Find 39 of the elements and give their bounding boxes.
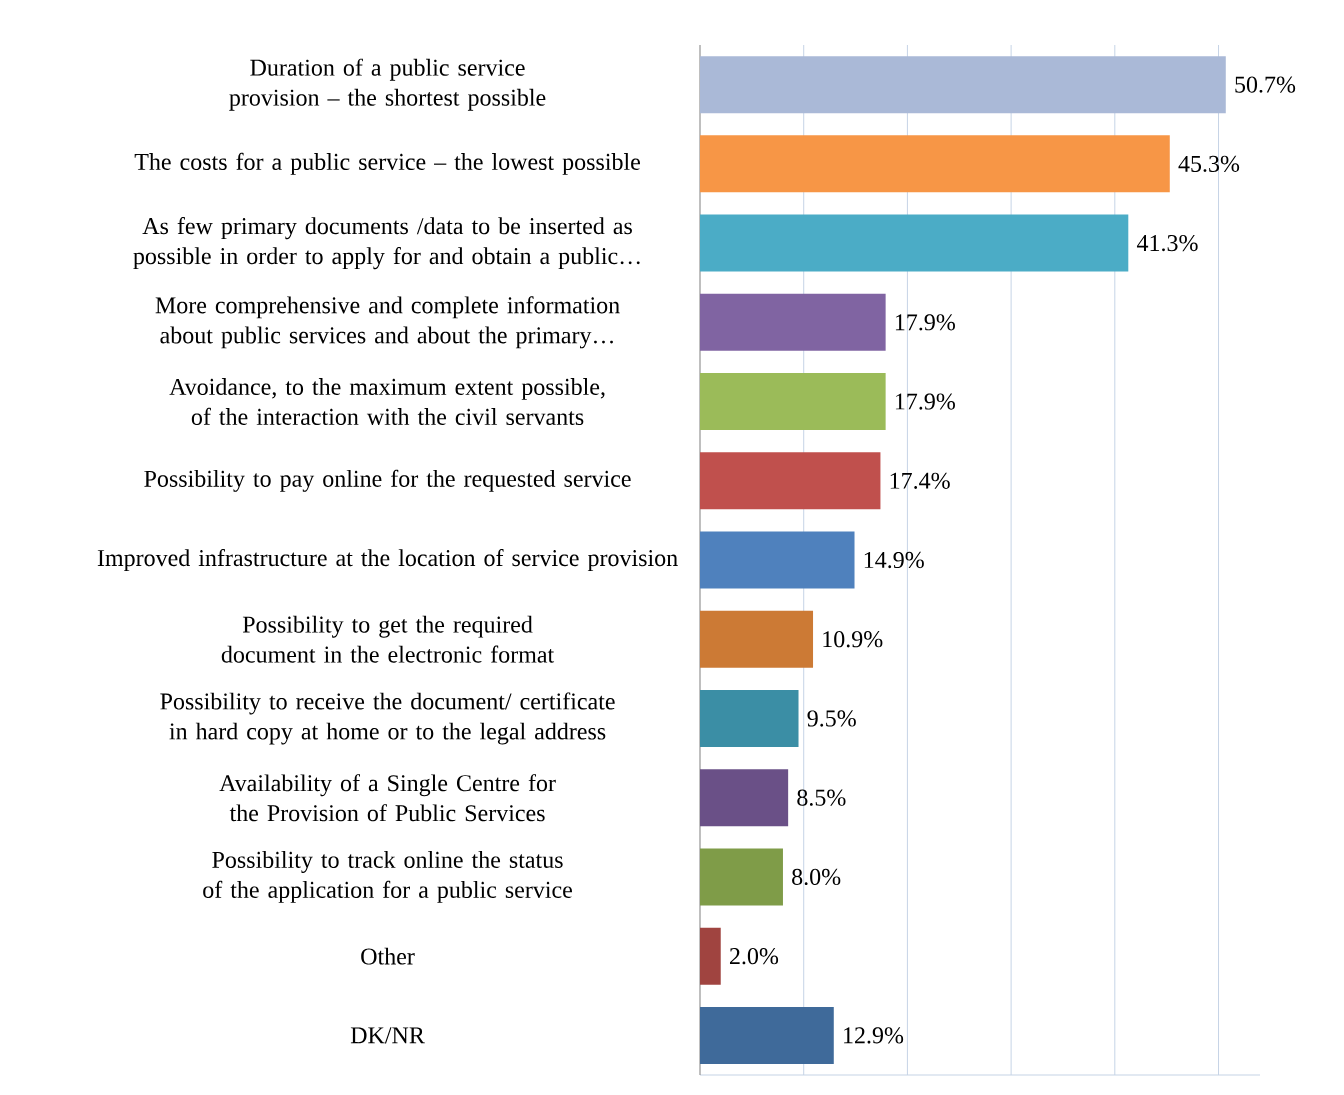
data-label: 41.3%	[1136, 234, 1198, 252]
y-tick-label: The costs for a public service – the lowest possible	[134, 152, 640, 175]
bar	[700, 531, 855, 589]
bar	[700, 769, 789, 827]
y-tick-label: Other	[361, 947, 415, 965]
data-label: 17.4%	[890, 472, 950, 489]
data-label: 10.9%	[823, 631, 883, 648]
data-label: 8.5%	[797, 789, 846, 806]
bar	[700, 373, 886, 431]
bar	[700, 1006, 834, 1064]
y-tick-label: Possibility to pay online for the requested service	[144, 469, 631, 492]
bar	[700, 293, 886, 351]
data-label: 9.5%	[807, 710, 856, 727]
data-label: 14.9%	[864, 551, 924, 569]
bar	[700, 848, 783, 906]
data-label: 45.3%	[1178, 155, 1240, 173]
bar	[700, 452, 881, 510]
data-label: 17.9%	[895, 314, 955, 331]
bar	[700, 689, 799, 747]
y-tick-label: Avoidance, to the maximum extent possible, of the interaction with the civil servants	[169, 378, 605, 425]
y-tick-label: More comprehensive and complete information about public services and about the primary…	[155, 296, 620, 349]
y-tick-label: Availability of a Single Centre for the Provision of Public Services	[219, 774, 556, 822]
bar	[700, 135, 1170, 193]
y-tick-label: Possibility to track online the status of the application for a public service	[203, 851, 572, 903]
data-label: 17.9%	[895, 393, 955, 410]
bar	[700, 610, 814, 668]
data-label: 8.0%	[792, 868, 841, 886]
bar	[700, 56, 1226, 114]
y-tick-label: Possibility to receive the document/ certificate in hard copy at home or to the legal address	[160, 692, 615, 745]
y-tick-label: Duration of a public service provision – the shortest possible	[229, 58, 546, 111]
y-tick-label: Possibility to get the required document in the electronic format	[221, 615, 555, 663]
data-label: 2.0%	[729, 948, 779, 965]
y-tick-label: As few primary documents /data to be inserted as possible in order to apply for and obtain a public…	[133, 217, 640, 270]
data-label: 50.7%	[1235, 76, 1296, 93]
bar	[700, 927, 721, 985]
bar	[700, 214, 1129, 272]
data-label: 12.9%	[844, 1027, 904, 1044]
y-tick-label: Improved infrastructure at the location of service provision	[97, 549, 678, 572]
y-tick-label: DK/NR	[350, 1027, 425, 1044]
